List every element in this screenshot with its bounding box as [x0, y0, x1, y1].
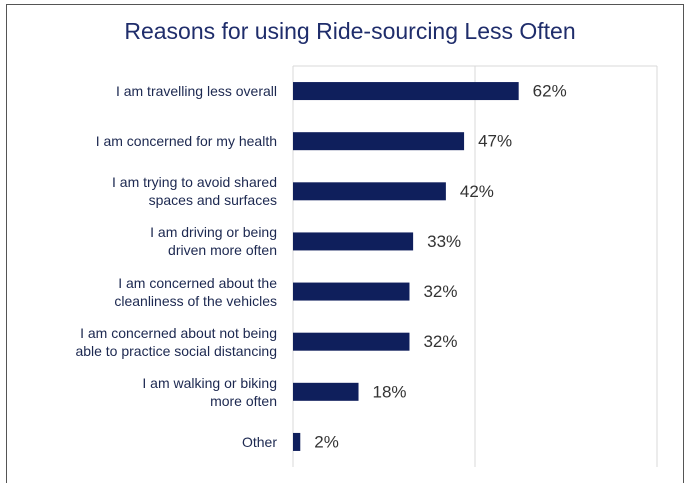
- bar: [293, 182, 446, 201]
- bar: [293, 232, 414, 251]
- bar: [293, 382, 359, 401]
- value-label: 47%: [478, 132, 512, 151]
- category-label: I am driving or being driven more often: [150, 224, 277, 259]
- value-label: 32%: [423, 332, 457, 351]
- bar: [293, 282, 410, 301]
- value-label: 2%: [314, 432, 339, 451]
- value-label: 62%: [533, 82, 567, 101]
- frame: [6, 4, 684, 483]
- category-label: I am concerned for my health: [95, 133, 277, 150]
- chart-title: Reasons for using Ride-sourcing Less Oft…: [124, 18, 575, 44]
- bar: [293, 432, 301, 451]
- category-label: I am concerned about the cleanliness of …: [114, 274, 277, 309]
- category-label: I am travelling less overall: [115, 83, 277, 100]
- value-label: 32%: [423, 282, 457, 301]
- category-label: I am walking or biking more often: [142, 374, 277, 409]
- category-label: I am concerned about not being able to p…: [75, 324, 277, 359]
- bar: [293, 82, 519, 101]
- value-label: 33%: [427, 232, 461, 251]
- category-label: Other: [241, 433, 277, 450]
- category-label: I am trying to avoid shared spaces and s…: [112, 174, 277, 209]
- bar: [293, 332, 410, 351]
- bar: [293, 132, 465, 151]
- value-label: 18%: [373, 382, 407, 401]
- value-label: 42%: [460, 182, 494, 201]
